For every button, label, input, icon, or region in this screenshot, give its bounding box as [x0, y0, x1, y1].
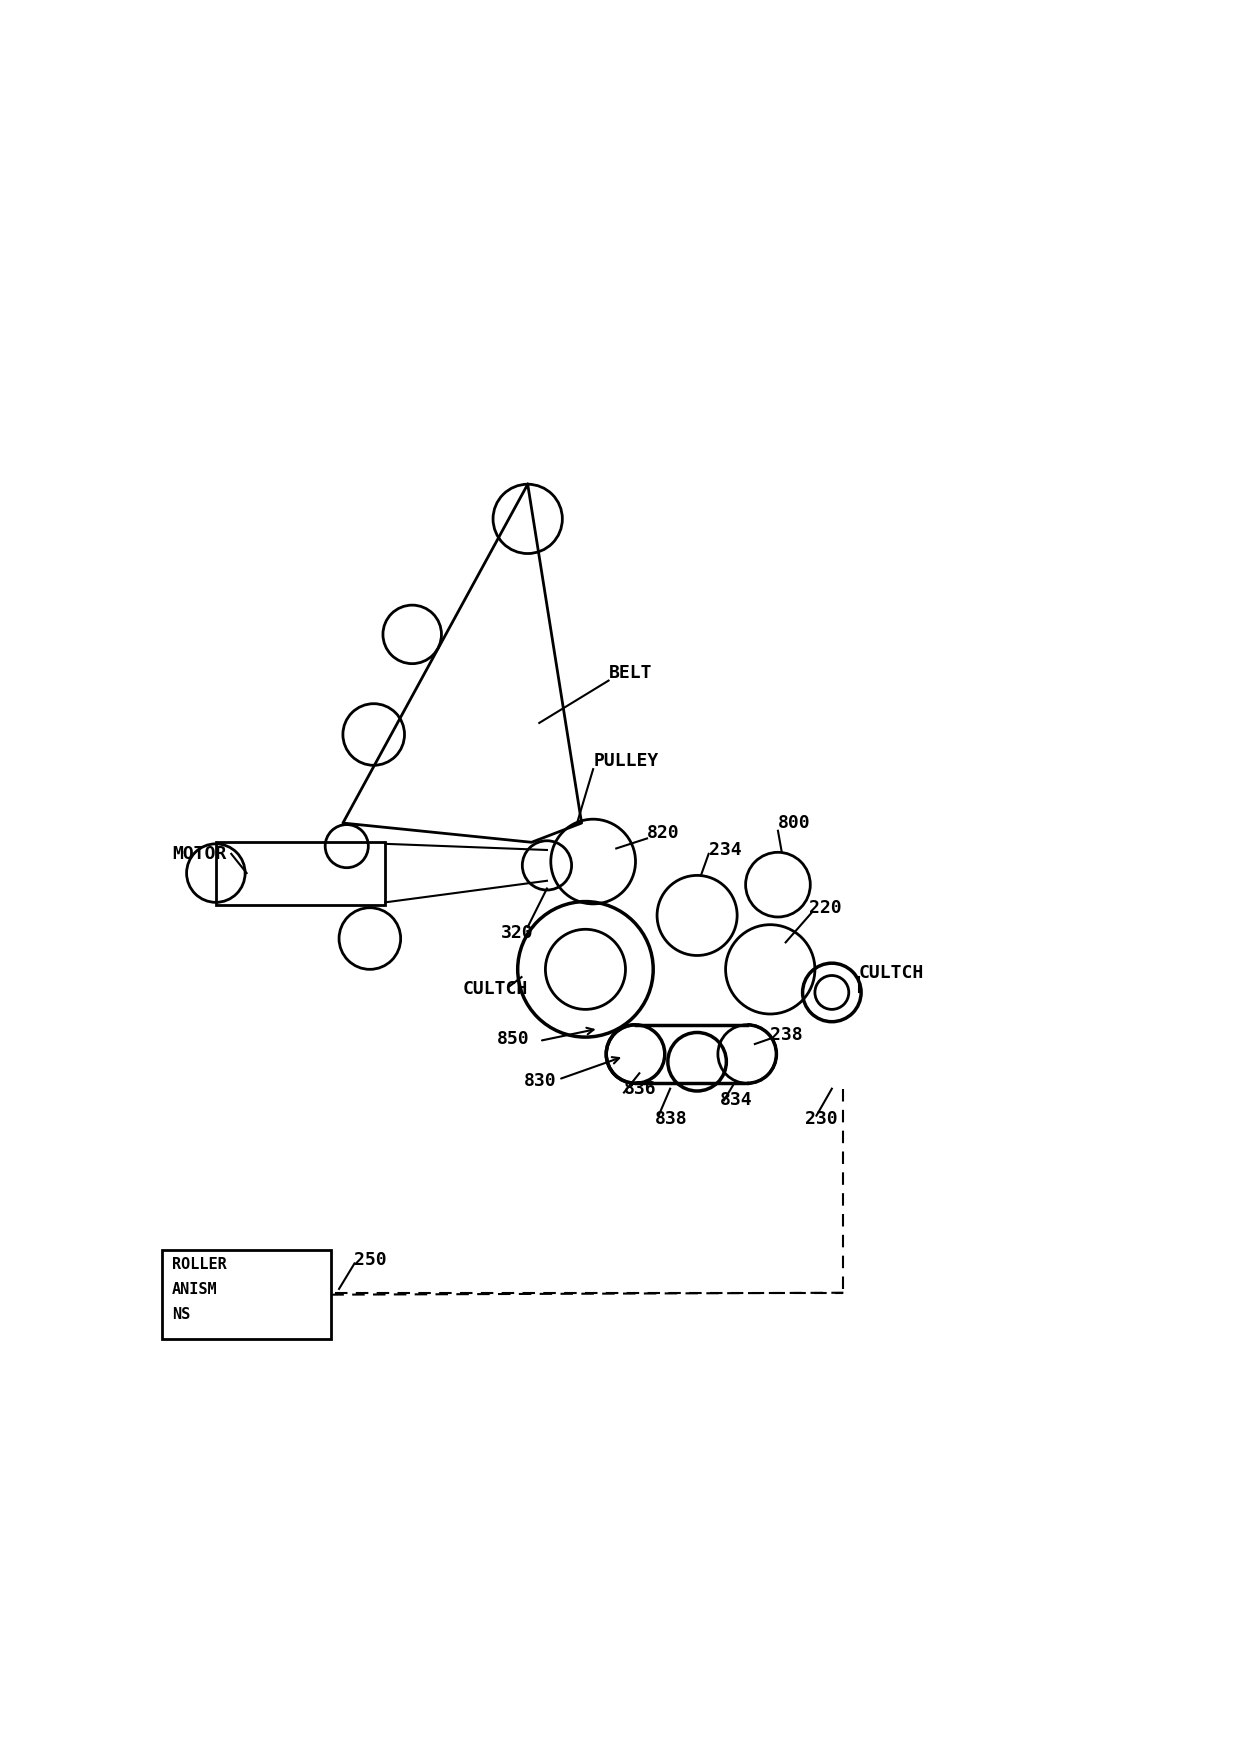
Text: 250: 250 [355, 1250, 387, 1269]
Text: BELT: BELT [609, 664, 652, 681]
Text: 220: 220 [808, 898, 842, 918]
Text: 834: 834 [720, 1091, 753, 1108]
Text: 234: 234 [708, 840, 742, 860]
Text: MOTOR: MOTOR [172, 844, 227, 863]
Text: ANISM: ANISM [172, 1282, 217, 1297]
Text: 800: 800 [777, 814, 811, 832]
Text: 230: 230 [805, 1110, 837, 1128]
Text: 238: 238 [770, 1026, 802, 1044]
Text: CULTCH: CULTCH [463, 979, 527, 998]
Text: 838: 838 [655, 1110, 687, 1128]
Bar [162, 1250, 331, 1340]
Text: ROLLER: ROLLER [172, 1257, 227, 1271]
Text: PULLEY: PULLEY [593, 753, 658, 770]
Text: 850: 850 [497, 1030, 529, 1047]
Text: 320: 320 [501, 925, 533, 942]
Text: 830: 830 [523, 1072, 557, 1089]
Text: NS: NS [172, 1308, 190, 1322]
Text: 820: 820 [647, 825, 680, 842]
Bar [216, 842, 386, 905]
Text: 836: 836 [624, 1080, 656, 1098]
Text: CULTCH: CULTCH [859, 965, 924, 982]
